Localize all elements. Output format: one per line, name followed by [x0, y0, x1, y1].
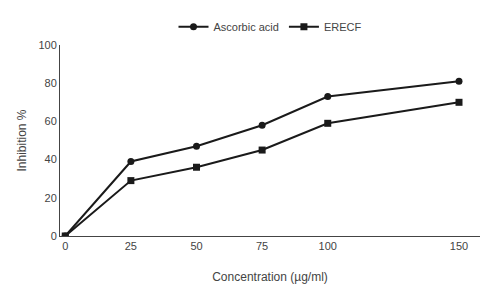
- svg-text:80: 80: [45, 77, 57, 89]
- svg-text:ERECF: ERECF: [324, 21, 362, 33]
- svg-text:Ascorbic acid: Ascorbic acid: [214, 21, 279, 33]
- svg-text:0: 0: [62, 240, 68, 252]
- svg-text:25: 25: [125, 240, 137, 252]
- svg-text:40: 40: [45, 153, 57, 165]
- svg-text:60: 60: [45, 115, 57, 127]
- svg-text:150: 150: [450, 240, 468, 252]
- svg-text:Inhibition %: Inhibition %: [15, 109, 29, 171]
- svg-text:100: 100: [38, 39, 56, 51]
- svg-text:50: 50: [190, 240, 202, 252]
- svg-text:75: 75: [256, 240, 268, 252]
- svg-text:20: 20: [45, 192, 57, 204]
- svg-text:100: 100: [319, 240, 337, 252]
- svg-text:Concentration (µg/ml): Concentration (µg/ml): [212, 270, 328, 284]
- svg-text:0: 0: [51, 230, 57, 242]
